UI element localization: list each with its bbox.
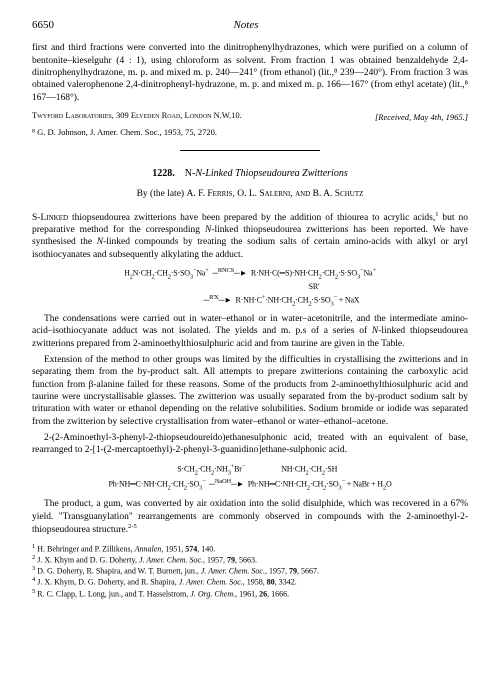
article-para-2: The condensations were carried out in wa… (32, 313, 468, 350)
title-prefix: N- (185, 168, 196, 179)
para1-lead: S-Linked (32, 213, 68, 223)
footnote-8: ⁸ G. D. Johnson, J. Amer. Chem. Soc., 19… (32, 127, 468, 138)
reaction-scheme-1: H2N·CH2·CH2·S·SO3−Na+ ─RNCS─► R·NH·C(═S)… (32, 266, 468, 308)
reference-5: 5 R. C. Clapp, L. Long, jun., and T. Has… (32, 588, 468, 599)
article-number: 1228. (152, 168, 175, 179)
section-divider (180, 150, 320, 151)
reference-3: 3 D. G. Doherty, R. Shapira, and W. T. B… (32, 565, 468, 576)
article-para-1: S-Linked thiopseudourea zwitterions have… (32, 211, 468, 262)
by-label: By (the late) (137, 189, 187, 199)
reference-1: 1 H. Behringer and P. Zillikens, Annalen… (32, 543, 468, 554)
article-para-4: 2-(2-Aminoethyl-3-phenyl-2-thiopseudoure… (32, 432, 468, 457)
page-number: 6650 (32, 18, 54, 32)
references-block: 1 H. Behringer and P. Zillikens, Annalen… (32, 543, 468, 599)
notes-label: Notes (54, 18, 438, 32)
title-main: N-Linked Thiopseudourea Zwitterions (195, 168, 347, 179)
article-para-5: The product, a gum, was converted by air… (32, 498, 468, 536)
article-title: 1228. N-N-Linked Thiopseudourea Zwitteri… (32, 167, 468, 180)
reference-4: 4 J. X. Khym, D. G. Doherty, and R. Shap… (32, 576, 468, 587)
page-header: 6650 Notes (32, 18, 468, 32)
article-para-3: Extension of the method to other groups … (32, 354, 468, 428)
reaction-scheme-2: S·CH2·CH2·NH3+Br− NH·CH2·CH2·SH Ph·NH═C·… (32, 462, 468, 493)
top-paragraph: first and third fractions were converted… (32, 42, 468, 104)
author-names: A. F. Ferris, O. L. Salerni, and B. A. S… (186, 189, 363, 199)
reference-2: 2 J. X. Khym and D. G. Doherty, J. Amer.… (32, 554, 468, 565)
authors-line: By (the late) A. F. Ferris, O. L. Salern… (32, 188, 468, 200)
